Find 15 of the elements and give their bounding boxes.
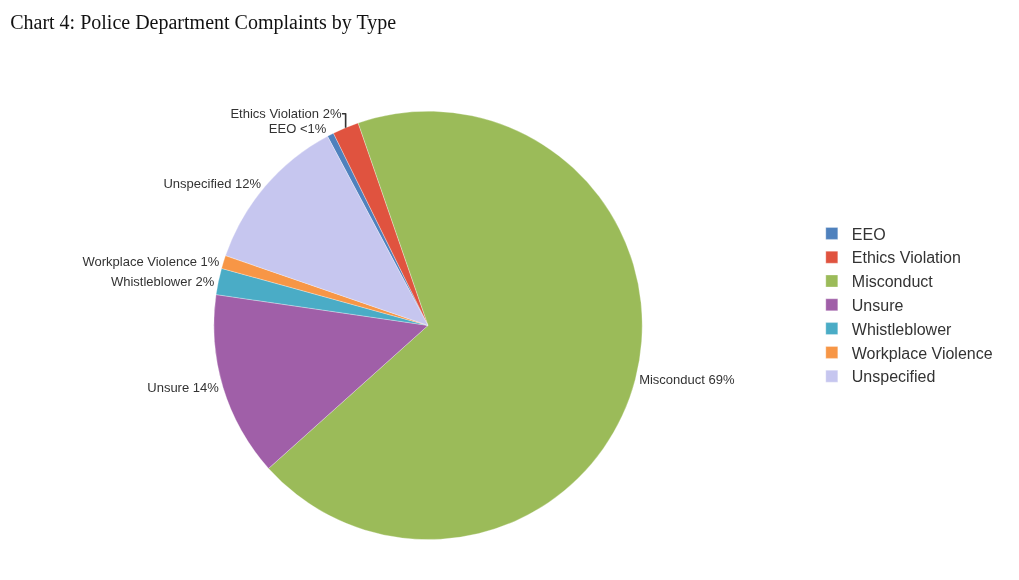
legend-label: Unsure xyxy=(851,297,904,315)
legend-label: EEO xyxy=(851,225,886,243)
legend-label: Unspecified xyxy=(851,368,936,386)
legend-label: Misconduct xyxy=(851,273,934,291)
category-label: Unsure 14% xyxy=(147,380,219,396)
category-label: Whistleblower 2% xyxy=(110,273,215,289)
chart-title: Chart 4: Police Department Complaints by Type xyxy=(10,10,397,34)
category-label: Workplace Violence 1% xyxy=(82,253,220,269)
legend-label: Whistleblower xyxy=(851,320,953,338)
category-label: EEO <1% xyxy=(268,121,327,137)
category-label: Unspecified 12% xyxy=(163,175,261,191)
legend-label: Ethics Violation xyxy=(851,249,961,267)
category-label: Ethics Violation 2% xyxy=(230,106,342,122)
category-label: Misconduct 69% xyxy=(639,372,735,388)
legend-label: Workplace Violence xyxy=(851,344,993,362)
